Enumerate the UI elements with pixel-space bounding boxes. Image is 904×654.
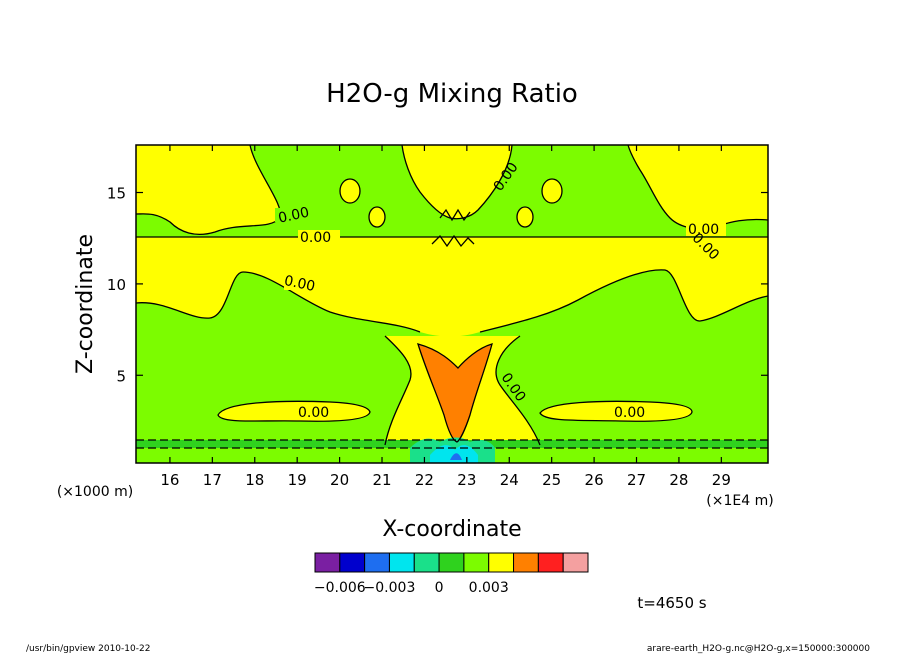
field-min-region	[450, 453, 462, 460]
field-positive-region	[402, 145, 512, 219]
field-positive-region	[628, 145, 768, 229]
footer-left: /usr/bin/gpview 2010-10-22	[26, 644, 150, 654]
field-positive-region	[517, 207, 533, 227]
contour-label: 0.00	[300, 230, 331, 246]
colorbar	[314, 552, 589, 573]
x-tick-label: 27	[627, 471, 646, 489]
colorbar-swatch	[438, 552, 465, 573]
colorbar-tick-label: −0.006	[314, 580, 366, 596]
field-negative-region	[430, 445, 478, 463]
colorbar-swatch	[314, 552, 341, 573]
y-tick-label: 5	[116, 367, 126, 385]
x-tick-label: 20	[330, 471, 349, 489]
x-tick-label: 25	[542, 471, 561, 489]
y-tick-label: 15	[107, 185, 126, 203]
contour-lines	[136, 145, 768, 449]
field-positive-region	[369, 207, 385, 227]
y-axis-label: Z-coordinate	[73, 234, 98, 374]
field-positive-band	[136, 237, 768, 337]
contour-label: 0.00	[277, 205, 311, 227]
plot-area: 0.00 0.00 0.00 0.00 0.00 0.00 0.00 0.00 …	[135, 144, 769, 464]
x-tick-label: 19	[288, 471, 307, 489]
contour-label: 0.00	[298, 405, 329, 421]
field-positive-region	[340, 179, 360, 203]
y-tick-label: 10	[107, 276, 126, 294]
colorbar-swatch	[339, 552, 366, 573]
x-tick-label: 24	[500, 471, 519, 489]
x-tick-label: 26	[585, 471, 604, 489]
colorbar-swatch	[388, 552, 415, 573]
x-tick-label: 28	[669, 471, 688, 489]
colorbar-swatch	[513, 552, 539, 573]
x-tick-label: 18	[245, 471, 264, 489]
colorbar-tick-label: 0	[435, 580, 444, 596]
x-tick-label: 22	[415, 471, 434, 489]
colorbar-tick-label: −0.003	[364, 580, 416, 596]
time-label: t=4650 s	[637, 594, 706, 612]
plot-frame	[135, 144, 769, 464]
y-axis: 5 10 15	[107, 185, 768, 385]
x-tick-label: 23	[457, 471, 476, 489]
colorbar-swatch	[562, 552, 589, 573]
x-unit-right: (×1E4 m)	[706, 493, 773, 509]
colorbar-tick-labels: −0.006−0.003 0 0.003	[314, 580, 509, 596]
contour-label: 0.00	[688, 222, 719, 238]
field-positive-region	[136, 145, 281, 235]
colorbar-swatch	[488, 552, 515, 573]
chart-title: H2O-g Mixing Ratio	[326, 79, 578, 109]
contour-label: 0.00	[614, 405, 645, 421]
x-unit-left: (×1000 m)	[57, 484, 133, 500]
contour-label: 0.00	[283, 273, 317, 295]
colorbar-swatch	[364, 552, 390, 573]
field-positive-region	[542, 179, 562, 203]
x-tick-label: 29	[712, 471, 731, 489]
x-axis-label: X-coordinate	[382, 517, 521, 542]
colorbar-swatch	[537, 552, 564, 573]
colorbar-tick-label: 0.003	[469, 580, 509, 596]
x-tick-label: 17	[203, 471, 222, 489]
x-tick-label: 21	[372, 471, 391, 489]
x-axis: 16 17 18 19 20 21 22 23 24 25 26 27 28 29	[160, 145, 731, 489]
field-max-region	[418, 344, 492, 442]
colorbar-swatch	[463, 552, 490, 573]
colorbar-swatch	[413, 552, 440, 573]
x-tick-label: 16	[160, 471, 179, 489]
footer-right: arare-earth_H2O-g.nc@H2O-g,x=150000:3000…	[647, 644, 870, 654]
